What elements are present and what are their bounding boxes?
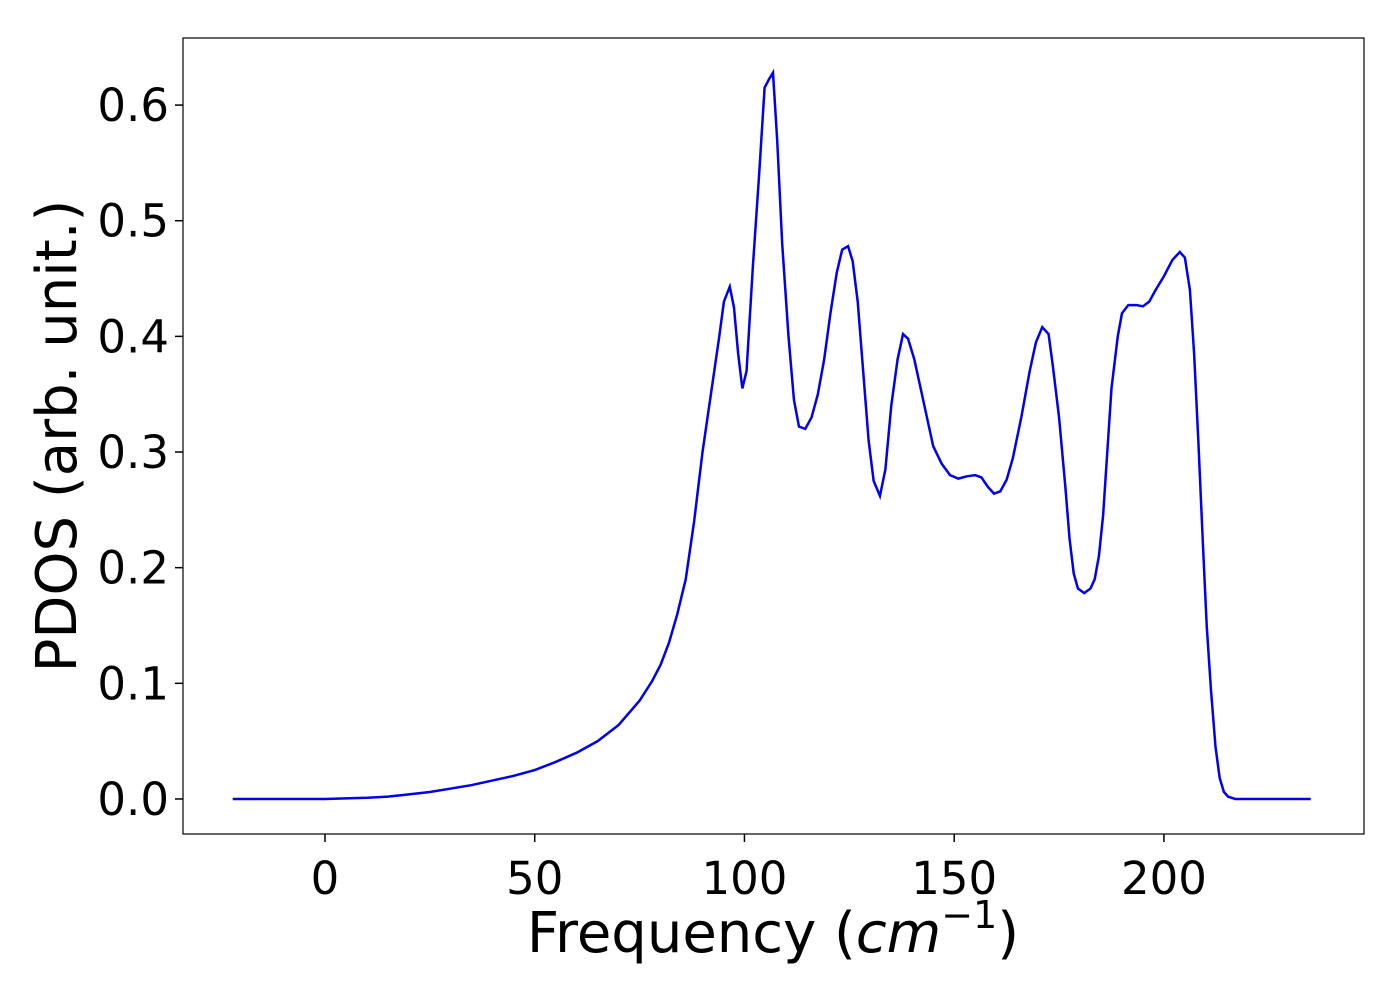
- y-tick-label: 0.1: [97, 657, 169, 710]
- x-label-part: ): [997, 901, 1019, 966]
- x-tick-label: 100: [701, 852, 787, 905]
- data-line: [232, 68, 1311, 801]
- y-axis-label: PDOS (arb. unit.): [25, 200, 90, 673]
- x-label-exponent: −1: [941, 893, 997, 937]
- x-label-unit: cm: [856, 901, 941, 966]
- y-tick-label: 0.2: [97, 542, 169, 595]
- plot-frame: [182, 37, 1365, 835]
- y-tick-label: 0.6: [97, 79, 169, 132]
- y-tick-label: 0.3: [97, 426, 169, 479]
- x-tick-label: 50: [506, 852, 563, 905]
- x-tick-label: 0: [311, 852, 340, 905]
- x-tick-label: 150: [911, 852, 997, 905]
- y-tick-label: 0.5: [97, 195, 169, 248]
- y-tick-label: 0.4: [97, 310, 169, 363]
- x-axis-label: Frequency (cm−1): [527, 893, 1019, 966]
- y-tick-label: 0.0: [97, 773, 169, 826]
- x-tick-label: 200: [1121, 852, 1207, 905]
- x-label-part: Frequency (: [527, 901, 856, 966]
